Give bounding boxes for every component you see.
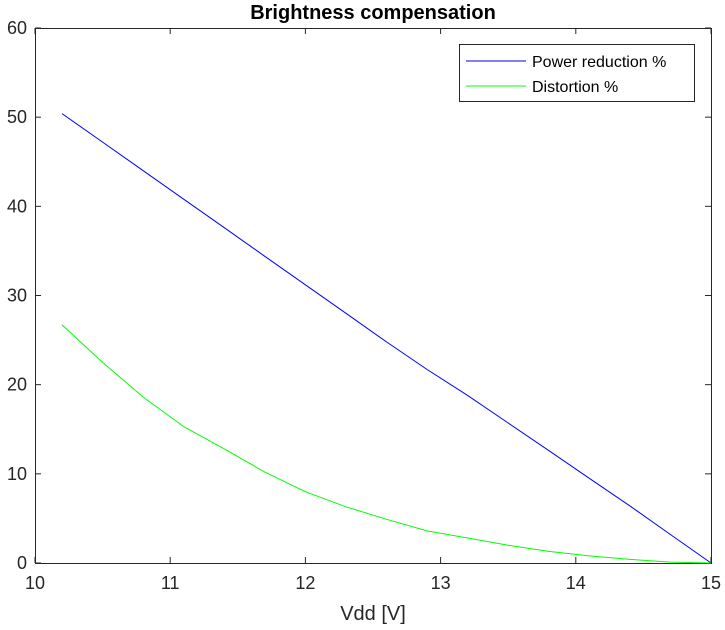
series-layer [61, 113, 712, 564]
y-tick-label: 10 [7, 464, 27, 484]
x-tick-label: 13 [431, 573, 451, 593]
legend-entry: Power reduction % [532, 54, 666, 71]
x-tick-label: 10 [25, 573, 45, 593]
plot-border [35, 28, 712, 564]
y-tick-label: 30 [7, 286, 27, 306]
x-tick-label: 11 [161, 573, 180, 593]
x-axis-label: Vdd [V] [340, 603, 406, 625]
legend: Power reduction % Distortion % [459, 44, 695, 102]
chart-title: Brightness compensation [250, 2, 496, 24]
y-tick-label: 60 [7, 18, 27, 38]
plot-area [35, 28, 711, 563]
series-line-distortion [61, 324, 712, 564]
y-tick-label: 50 [7, 107, 27, 127]
y-tick-label: 0 [17, 553, 27, 573]
y-axis-ticks: 0 10 20 30 40 50 60 [7, 18, 711, 573]
x-tick-label: 15 [701, 573, 721, 593]
legend-box [459, 44, 695, 102]
x-tick-label: 12 [295, 573, 315, 593]
legend-entry: Distortion % [532, 79, 618, 96]
x-tick-label: 14 [566, 573, 586, 593]
y-tick-label: 20 [7, 375, 27, 395]
y-tick-label: 40 [7, 196, 27, 216]
series-line-power-reduction [61, 113, 712, 564]
